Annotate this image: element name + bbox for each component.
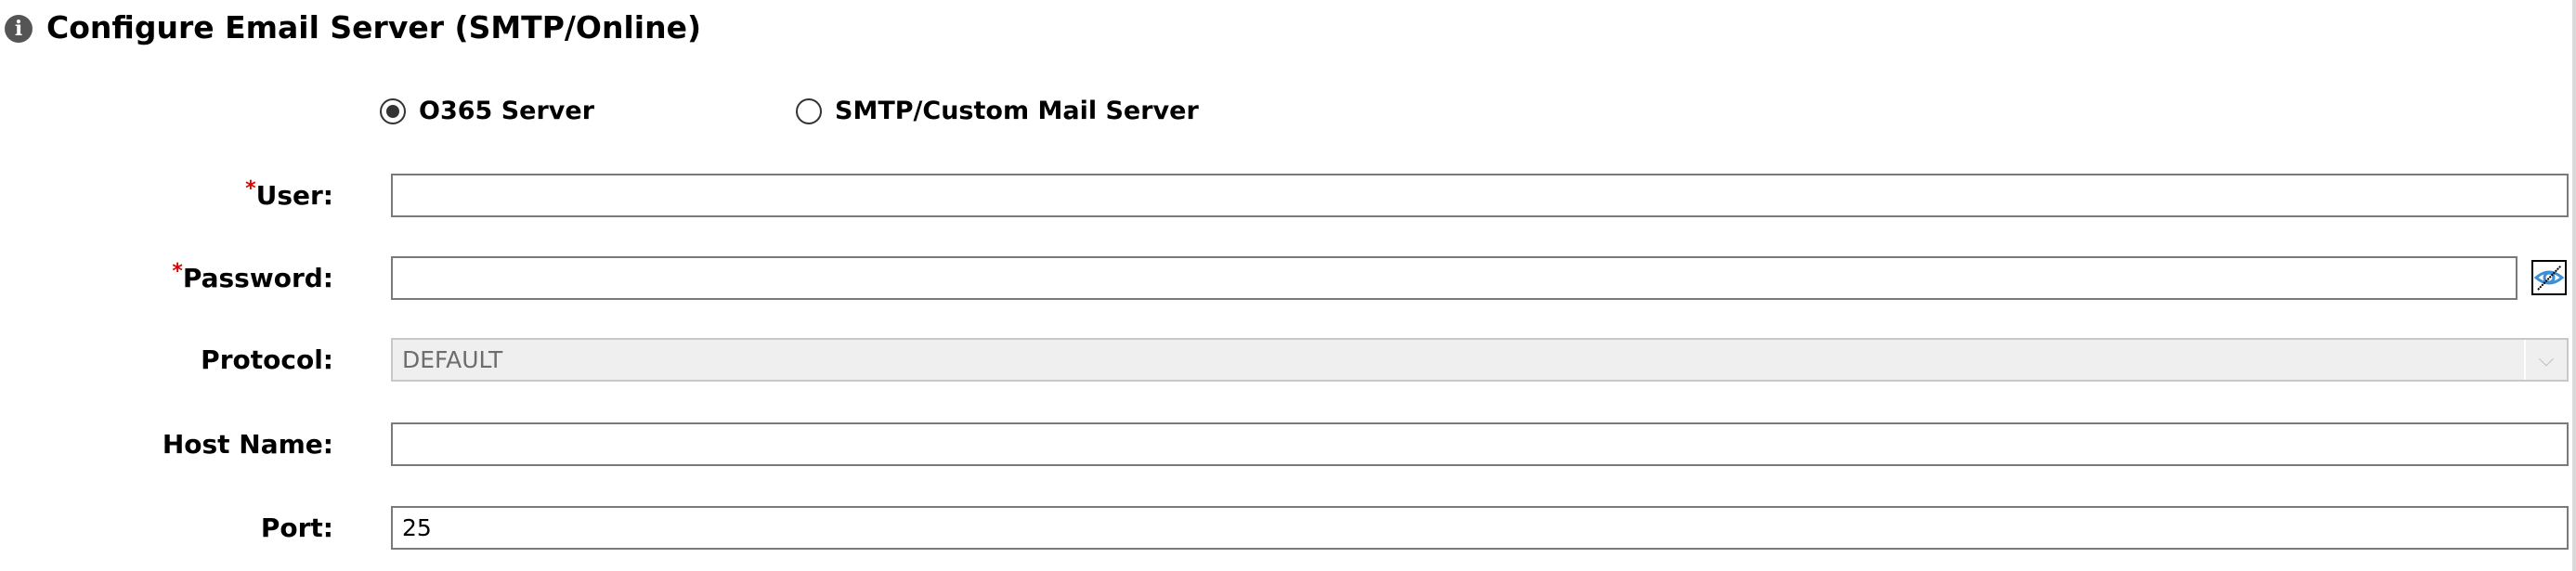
radio-label: SMTP/Custom Mail Server — [835, 97, 1199, 125]
port-input[interactable]: 25 — [391, 506, 2569, 550]
eye-slash-icon — [2533, 265, 2565, 291]
page-title: Configure Email Server (SMTP/Online) — [46, 9, 702, 45]
radio-button[interactable] — [796, 97, 822, 124]
protocol-select[interactable]: DEFAULT ⌵ — [391, 338, 2569, 382]
scrollbar[interactable] — [2572, 0, 2576, 571]
chevron-down-icon[interactable]: ⌵ — [2524, 340, 2567, 380]
port-label: Port: — [260, 513, 333, 543]
password-label-text: Password: — [182, 263, 333, 293]
radio-smtp-custom-server[interactable]: SMTP/Custom Mail Server — [796, 97, 1199, 125]
radio-label: O365 Server — [419, 97, 595, 125]
protocol-label: Protocol: — [201, 344, 333, 375]
required-asterisk: * — [172, 260, 183, 283]
toggle-password-visibility-button[interactable] — [2531, 260, 2567, 295]
info-icon: i — [5, 15, 33, 43]
password-input[interactable] — [391, 256, 2517, 300]
user-label: *User: — [245, 174, 333, 217]
radio-o365-server[interactable]: O365 Server — [380, 97, 594, 125]
host-name-label: Host Name: — [162, 429, 333, 460]
protocol-value: DEFAULT — [402, 346, 503, 373]
password-label: *Password: — [172, 256, 333, 300]
user-input[interactable] — [391, 174, 2569, 217]
required-asterisk: * — [245, 177, 256, 201]
user-label-text: User: — [255, 180, 333, 211]
host-name-input[interactable] — [391, 422, 2569, 466]
radio-button-selected[interactable] — [380, 97, 406, 124]
